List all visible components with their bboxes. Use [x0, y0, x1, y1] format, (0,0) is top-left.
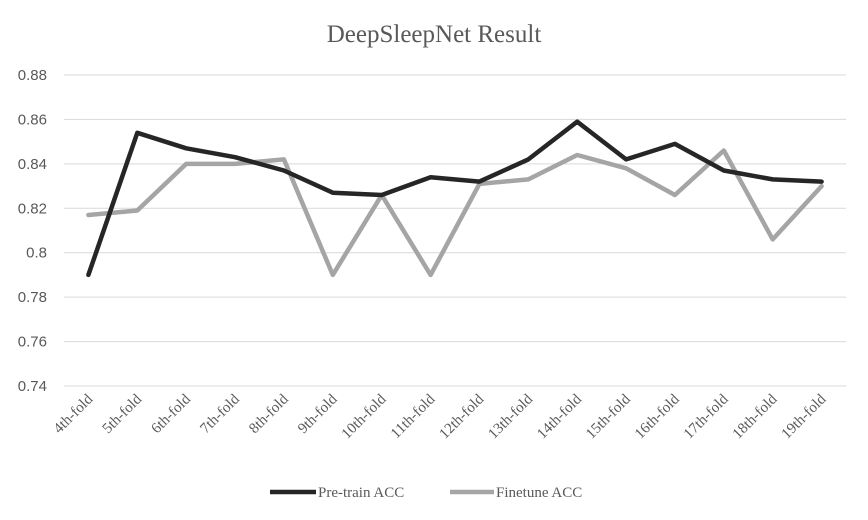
y-tick-label: 0.74 [18, 378, 47, 395]
x-tick-label: 11th-fold [388, 391, 439, 442]
series-line-pretrain [86, 119, 824, 278]
y-tick-label: 0.8 [26, 245, 47, 262]
series-line-finetune [86, 148, 824, 278]
x-axis-ticks: 4th-fold 5th-fold 6th-fold 7th-fold 8th-fold… [51, 391, 830, 442]
series-lines [86, 119, 824, 278]
x-tick-label: 9th-fold [295, 391, 341, 437]
x-tick-label: 6th-fold [149, 391, 195, 437]
x-tick-label: 15th-fold [583, 391, 634, 442]
y-tick-label: 0.86 [18, 111, 47, 128]
legend-label-pretrain: Pre-train ACC [318, 485, 404, 501]
y-tick-label: 0.76 [18, 334, 47, 351]
x-tick-label: 10th-fold [339, 391, 390, 442]
y-axis-ticks: 0.74 0.76 0.78 0.8 0.82 0.84 0.86 0.88 [18, 67, 47, 395]
x-tick-label: 7th-fold [197, 391, 243, 437]
legend: Pre-train ACC Finetune ACC [270, 485, 582, 501]
y-tick-label: 0.88 [18, 67, 47, 84]
chart-title: DeepSleepNet Result [327, 21, 542, 48]
y-tick-label: 0.78 [18, 289, 47, 306]
x-tick-label: 19th-fold [779, 391, 830, 442]
legend-label-finetune: Finetune ACC [496, 485, 582, 501]
x-tick-label: 4th-fold [51, 391, 97, 437]
x-tick-label: 5th-fold [100, 391, 146, 437]
x-tick-label: 8th-fold [246, 391, 292, 437]
x-tick-label: 12th-fold [436, 391, 487, 442]
x-tick-label: 14th-fold [534, 391, 585, 442]
x-tick-label: 18th-fold [730, 391, 781, 442]
x-tick-label: 13th-fold [485, 391, 536, 442]
x-tick-label: 16th-fold [632, 391, 683, 442]
y-tick-label: 0.84 [18, 156, 47, 173]
y-tick-label: 0.82 [18, 200, 47, 217]
x-tick-label: 17th-fold [681, 391, 732, 442]
